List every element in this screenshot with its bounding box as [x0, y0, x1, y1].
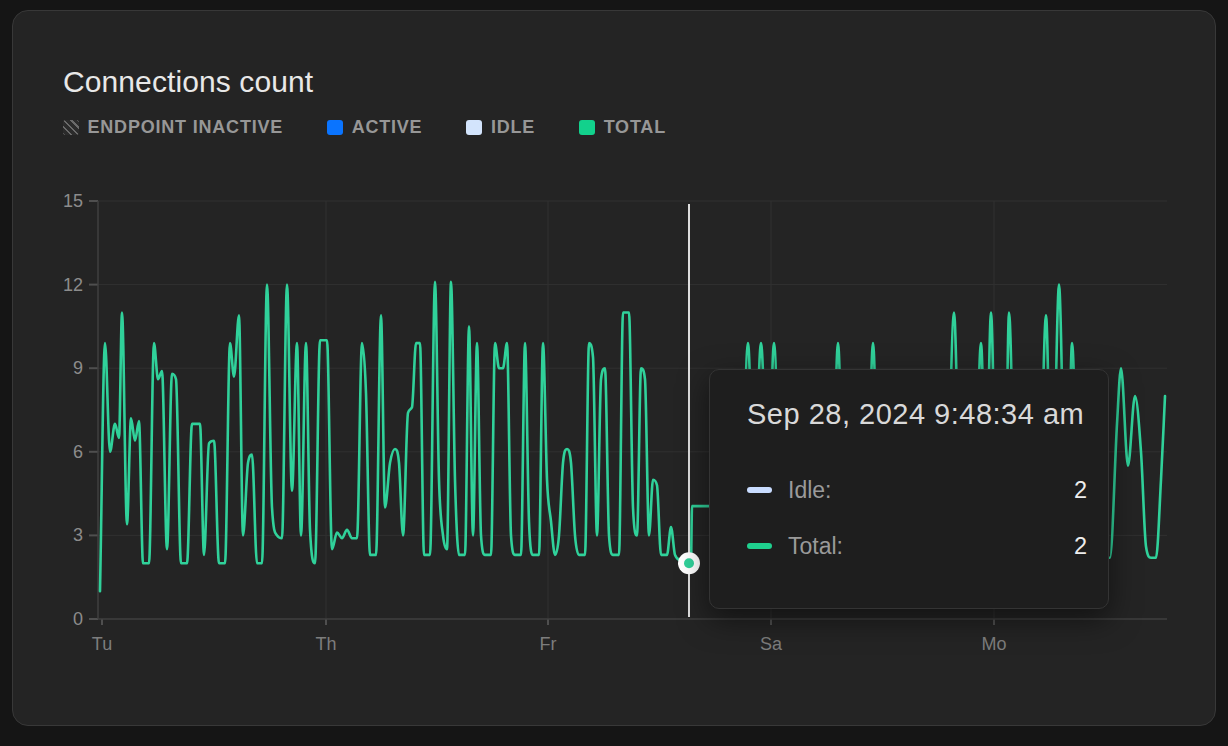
svg-text:0: 0	[73, 609, 83, 629]
svg-text:12: 12	[63, 275, 83, 295]
svg-text:Sa: Sa	[760, 634, 783, 654]
svg-text:15: 15	[63, 191, 83, 211]
total-series-dash-icon	[747, 543, 772, 549]
svg-text:Tu: Tu	[92, 634, 112, 654]
tooltip-timestamp: Sep 28, 2024 9:48:34 am	[747, 397, 1087, 432]
idle-series-dash-icon	[747, 487, 772, 493]
svg-text:Mo: Mo	[981, 634, 1006, 654]
tooltip-series-value: 2	[1074, 477, 1087, 504]
svg-text:6: 6	[73, 442, 83, 462]
svg-text:Th: Th	[315, 634, 336, 654]
tooltip-series-label: Idle:	[788, 477, 831, 504]
connections-card: Connections count ENDPOINT INACTIVEACTIV…	[12, 10, 1216, 726]
svg-text:9: 9	[73, 358, 83, 378]
tooltip-row-total: Total: 2	[747, 528, 1087, 564]
tooltip-series-label: Total:	[788, 533, 843, 560]
svg-text:Fr: Fr	[540, 634, 557, 654]
svg-text:3: 3	[73, 525, 83, 545]
tooltip-row-idle: Idle: 2	[747, 472, 1087, 508]
tooltip-series-value: 2	[1074, 533, 1087, 560]
chart-tooltip: Sep 28, 2024 9:48:34 am Idle: 2 Total: 2	[709, 369, 1109, 609]
